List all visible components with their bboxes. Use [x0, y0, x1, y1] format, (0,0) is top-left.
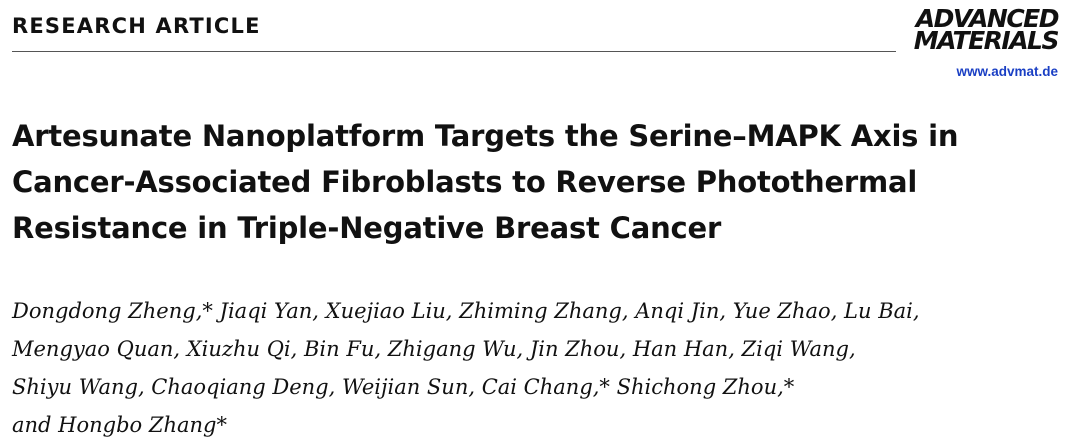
title-line-1: Artesunate Nanoplatform Targets the Seri…: [12, 119, 959, 153]
article-type-label: RESEARCH ARTICLE: [12, 14, 261, 38]
journal-logo: ADVANCED MATERIALS: [890, 4, 1060, 55]
author-line-2: Mengyao Quan, Xiuzhu Qi, Bin Fu, Zhigang…: [12, 337, 856, 361]
article-title: Artesunate Nanoplatform Targets the Seri…: [12, 113, 1062, 251]
author-line-4: and Hongbo Zhang*: [12, 413, 227, 437]
journal-logo-line-2: MATERIALS: [913, 26, 1060, 55]
journal-url-link[interactable]: www.advmat.de: [956, 64, 1058, 79]
author-line-1: Dongdong Zheng,* Jiaqi Yan, Xuejiao Liu,…: [12, 299, 920, 323]
title-line-3: Resistance in Triple-Negative Breast Can…: [12, 211, 722, 245]
journal-logo-line-1: ADVANCED: [915, 4, 1060, 33]
author-list: Dongdong Zheng,* Jiaqi Yan, Xuejiao Liu,…: [12, 292, 1062, 444]
title-line-2: Cancer-Associated Fibroblasts to Reverse…: [12, 165, 918, 199]
author-line-3: Shiyu Wang, Chaoqiang Deng, Weijian Sun,…: [12, 375, 795, 399]
header-divider: [12, 51, 896, 52]
